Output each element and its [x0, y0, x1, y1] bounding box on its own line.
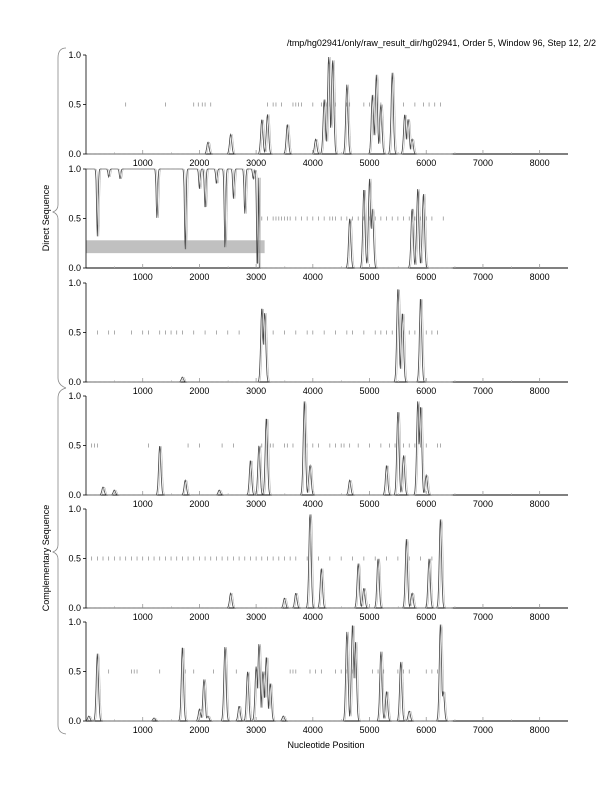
panel-1: 0.0 0.5 1.0 1000 2000 3000 4000 5000 6000 7000 800… [68, 50, 568, 168]
x-tick-label: 2000 [189, 612, 209, 622]
x-tick-label: 1000 [133, 386, 153, 396]
x-tick-label: 5000 [360, 272, 380, 282]
y-tick-label: 1.0 [68, 164, 81, 174]
y-tick-label: 0.0 [68, 603, 81, 613]
x-tick-label: 8000 [530, 612, 550, 622]
x-tick-label: 6000 [416, 725, 436, 735]
x-tick-label: 5000 [360, 725, 380, 735]
x-tick-label: 4000 [303, 725, 323, 735]
brace-direct [51, 47, 67, 389]
group-label-direct: Direct Sequence [41, 185, 51, 252]
x-tick-label: 3000 [246, 612, 266, 622]
x-tick-label: 8000 [530, 725, 550, 735]
panel-2: 0.0 0.5 1.0 1000 2000 3000 4000 5000 6000 7000 800… [68, 164, 568, 282]
x-tick-label: 8000 [530, 158, 550, 168]
panel-3: 0.0 0.5 1.0 1000 2000 3000 4000 5000 6000 7000 800… [68, 278, 568, 396]
panel-5: 0.0 0.5 1.0 1000 2000 3000 4000 5000 6000 7000 800… [68, 504, 568, 622]
x-tick-label: 6000 [416, 272, 436, 282]
x-tick-label: 1000 [133, 612, 153, 622]
x-tick-label: 1000 [133, 158, 153, 168]
x-tick-label: 4000 [303, 386, 323, 396]
x-tick-label: 1000 [133, 725, 153, 735]
signal-line [86, 514, 452, 609]
y-tick-label: 0.5 [68, 667, 81, 677]
x-tick-label: 6000 [416, 158, 436, 168]
x-tick-label: 2000 [189, 386, 209, 396]
x-tick-label: 3000 [246, 272, 266, 282]
x-tick-label: 2000 [189, 499, 209, 509]
x-tick-label: 7000 [473, 386, 493, 396]
y-tick-label: 0.5 [68, 100, 81, 110]
y-tick-label: 1.0 [68, 391, 81, 401]
x-tick-label: 4000 [303, 158, 323, 168]
group-label-complementary: Complementary Sequence [41, 505, 51, 612]
y-tick-label: 0.5 [68, 214, 81, 224]
signal-line-secondary [87, 56, 454, 155]
y-tick-label: 0.0 [68, 377, 81, 387]
x-tick-label: 4000 [303, 272, 323, 282]
x-tick-label: 3000 [246, 499, 266, 509]
signal-line [86, 56, 452, 155]
x-tick-label: 8000 [530, 386, 550, 396]
highlight-region [86, 240, 265, 254]
signal-line-secondary [87, 514, 454, 609]
x-tick-label: 1000 [133, 499, 153, 509]
y-tick-label: 0.5 [68, 328, 81, 338]
panel-6: 0.0 0.5 1.0 1000 2000 3000 4000 5000 6000 7000 800… [68, 617, 568, 735]
x-tick-label: 7000 [473, 158, 493, 168]
signal-line-secondary [87, 289, 454, 383]
x-tick-label: 5000 [360, 499, 380, 509]
signal-line-secondary [87, 624, 454, 722]
x-tick-label: 4000 [303, 499, 323, 509]
x-tick-label: 1000 [133, 272, 153, 282]
x-tick-label: 8000 [530, 272, 550, 282]
y-tick-label: 0.0 [68, 716, 81, 726]
x-tick-label: 7000 [473, 612, 493, 622]
x-tick-label: 8000 [530, 499, 550, 509]
y-tick-label: 1.0 [68, 278, 81, 288]
x-tick-label: 2000 [189, 158, 209, 168]
x-tick-label: 2000 [189, 272, 209, 282]
signal-line [86, 289, 452, 383]
chart-title: /tmp/hg02941/only/raw_result_dir/hg02941… [287, 38, 596, 48]
y-tick-label: 1.0 [68, 504, 81, 514]
x-tick-label: 5000 [360, 386, 380, 396]
x-tick-label: 3000 [246, 725, 266, 735]
y-tick-label: 0.0 [68, 263, 81, 273]
x-axis-label: Nucleotide Position [287, 740, 364, 750]
x-tick-label: 2000 [189, 725, 209, 735]
y-tick-label: 0.0 [68, 149, 81, 159]
y-tick-label: 1.0 [68, 617, 81, 627]
x-tick-label: 3000 [246, 158, 266, 168]
signal-line-secondary [87, 168, 454, 269]
signal-line-secondary [87, 401, 454, 496]
y-tick-label: 1.0 [68, 50, 81, 60]
panel-4: 0.0 0.5 1.0 1000 2000 3000 4000 5000 6000 7000 800… [68, 391, 568, 509]
x-tick-label: 6000 [416, 499, 436, 509]
x-tick-label: 5000 [360, 158, 380, 168]
y-tick-label: 0.5 [68, 554, 81, 564]
x-tick-label: 7000 [473, 499, 493, 509]
x-tick-label: 6000 [416, 612, 436, 622]
x-tick-label: 6000 [416, 386, 436, 396]
brace-complementary [51, 387, 67, 735]
x-tick-label: 4000 [303, 612, 323, 622]
y-tick-label: 0.0 [68, 490, 81, 500]
x-tick-label: 5000 [360, 612, 380, 622]
x-tick-label: 3000 [246, 386, 266, 396]
x-tick-label: 7000 [473, 272, 493, 282]
x-tick-label: 7000 [473, 725, 493, 735]
y-tick-label: 0.5 [68, 441, 81, 451]
